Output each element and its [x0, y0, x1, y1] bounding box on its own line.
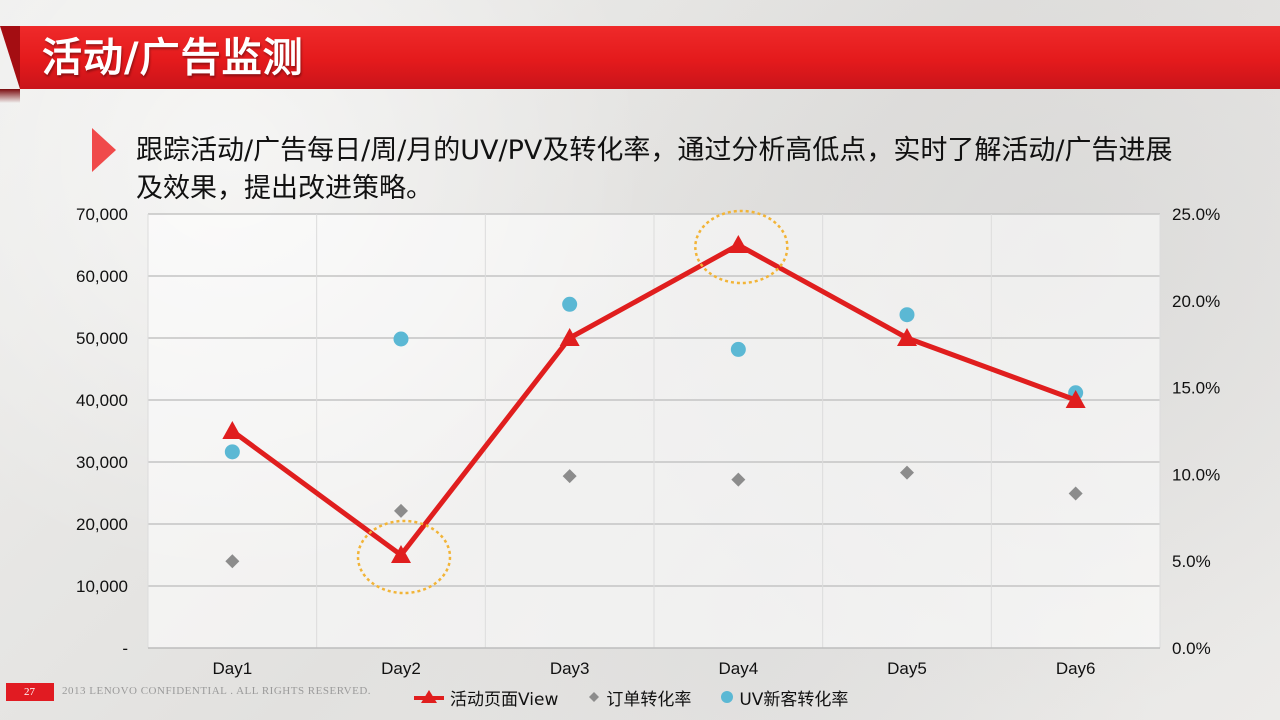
y-right-tick-label: 10.0% — [1172, 465, 1220, 484]
bullet-text: 跟踪活动/广告每日/周/月的UV/PV及转化率，通过分析高低点，实时了解活动/广… — [136, 135, 1173, 204]
legend-item-view: 活动页面View — [412, 685, 558, 710]
view-point — [1065, 390, 1086, 408]
y-left-tick-label: 60,000 — [76, 267, 128, 286]
uv-rate-point — [562, 296, 578, 312]
legend-circle-icon — [721, 691, 734, 703]
view-point — [559, 328, 580, 346]
y-right-tick-label: 5.0% — [1172, 552, 1211, 571]
bullet-arrow-icon — [92, 128, 116, 172]
legend-item-uv: UV新客转化率 — [719, 685, 848, 710]
uv-rate-point — [393, 331, 409, 347]
y-right-tick-label: 20.0% — [1172, 292, 1220, 311]
y-right-tick-label: 15.0% — [1172, 379, 1220, 398]
order-rate-point — [1068, 486, 1083, 501]
legend-diamond-icon — [589, 692, 600, 702]
legend-item-order: 订单转化率 — [586, 685, 691, 710]
y-left-tick-label: 20,000 — [76, 515, 128, 534]
view-point — [728, 235, 749, 253]
uv-rate-point — [224, 444, 240, 460]
y-left-tick-label: 50,000 — [76, 329, 128, 348]
title-ribbon-fold — [0, 26, 20, 89]
confidential-notice: 2013 LENOVO CONFIDENTIAL . ALL RIGHTS RE… — [62, 685, 372, 697]
highlight-circle — [356, 519, 452, 595]
view-series-line — [230, 242, 1077, 558]
highlight-circle — [694, 209, 789, 285]
x-tick-label: Day3 — [550, 659, 590, 678]
order-rate-point — [394, 503, 408, 518]
y-left-tick-label: 10,000 — [76, 577, 128, 596]
y-left-tick-label: - — [122, 639, 128, 658]
uv-rate-point — [899, 307, 915, 323]
legend-label-order: 订单转化率 — [606, 689, 692, 710]
page-number: 27 — [6, 683, 54, 701]
chart-legend: 活动页面View 订单转化率 UV新客转化率 — [412, 684, 848, 710]
page-title: 活动/广告监测 — [42, 35, 304, 81]
x-tick-label: Day5 — [887, 659, 927, 678]
order-rate-point — [731, 472, 746, 487]
y-left-tick-label: 30,000 — [76, 453, 128, 472]
uv-rate-point — [730, 341, 746, 357]
order-rate-point — [900, 465, 914, 480]
title-ribbon — [20, 26, 1280, 89]
view-point — [391, 545, 411, 563]
title-ribbon-shadow — [0, 89, 20, 103]
y-left-tick-label: 40,000 — [76, 391, 128, 410]
x-tick-label: Day4 — [718, 659, 758, 678]
x-tick-label: Day6 — [1056, 659, 1096, 678]
view-point — [222, 421, 243, 439]
y-right-tick-label: 25.0% — [1172, 205, 1220, 224]
view-point — [897, 328, 917, 346]
legend-label-view: 活动页面View — [450, 689, 559, 710]
legend-triangle-line-icon — [414, 690, 444, 703]
x-tick-label: Day2 — [381, 659, 421, 678]
legend-label-uv: UV新客转化率 — [739, 689, 849, 710]
x-tick-label: Day1 — [212, 659, 252, 678]
order-rate-point — [225, 554, 240, 569]
y-left-tick-label: 70,000 — [76, 205, 128, 224]
y-right-tick-label: 0.0% — [1172, 639, 1211, 658]
order-rate-point — [562, 469, 577, 484]
